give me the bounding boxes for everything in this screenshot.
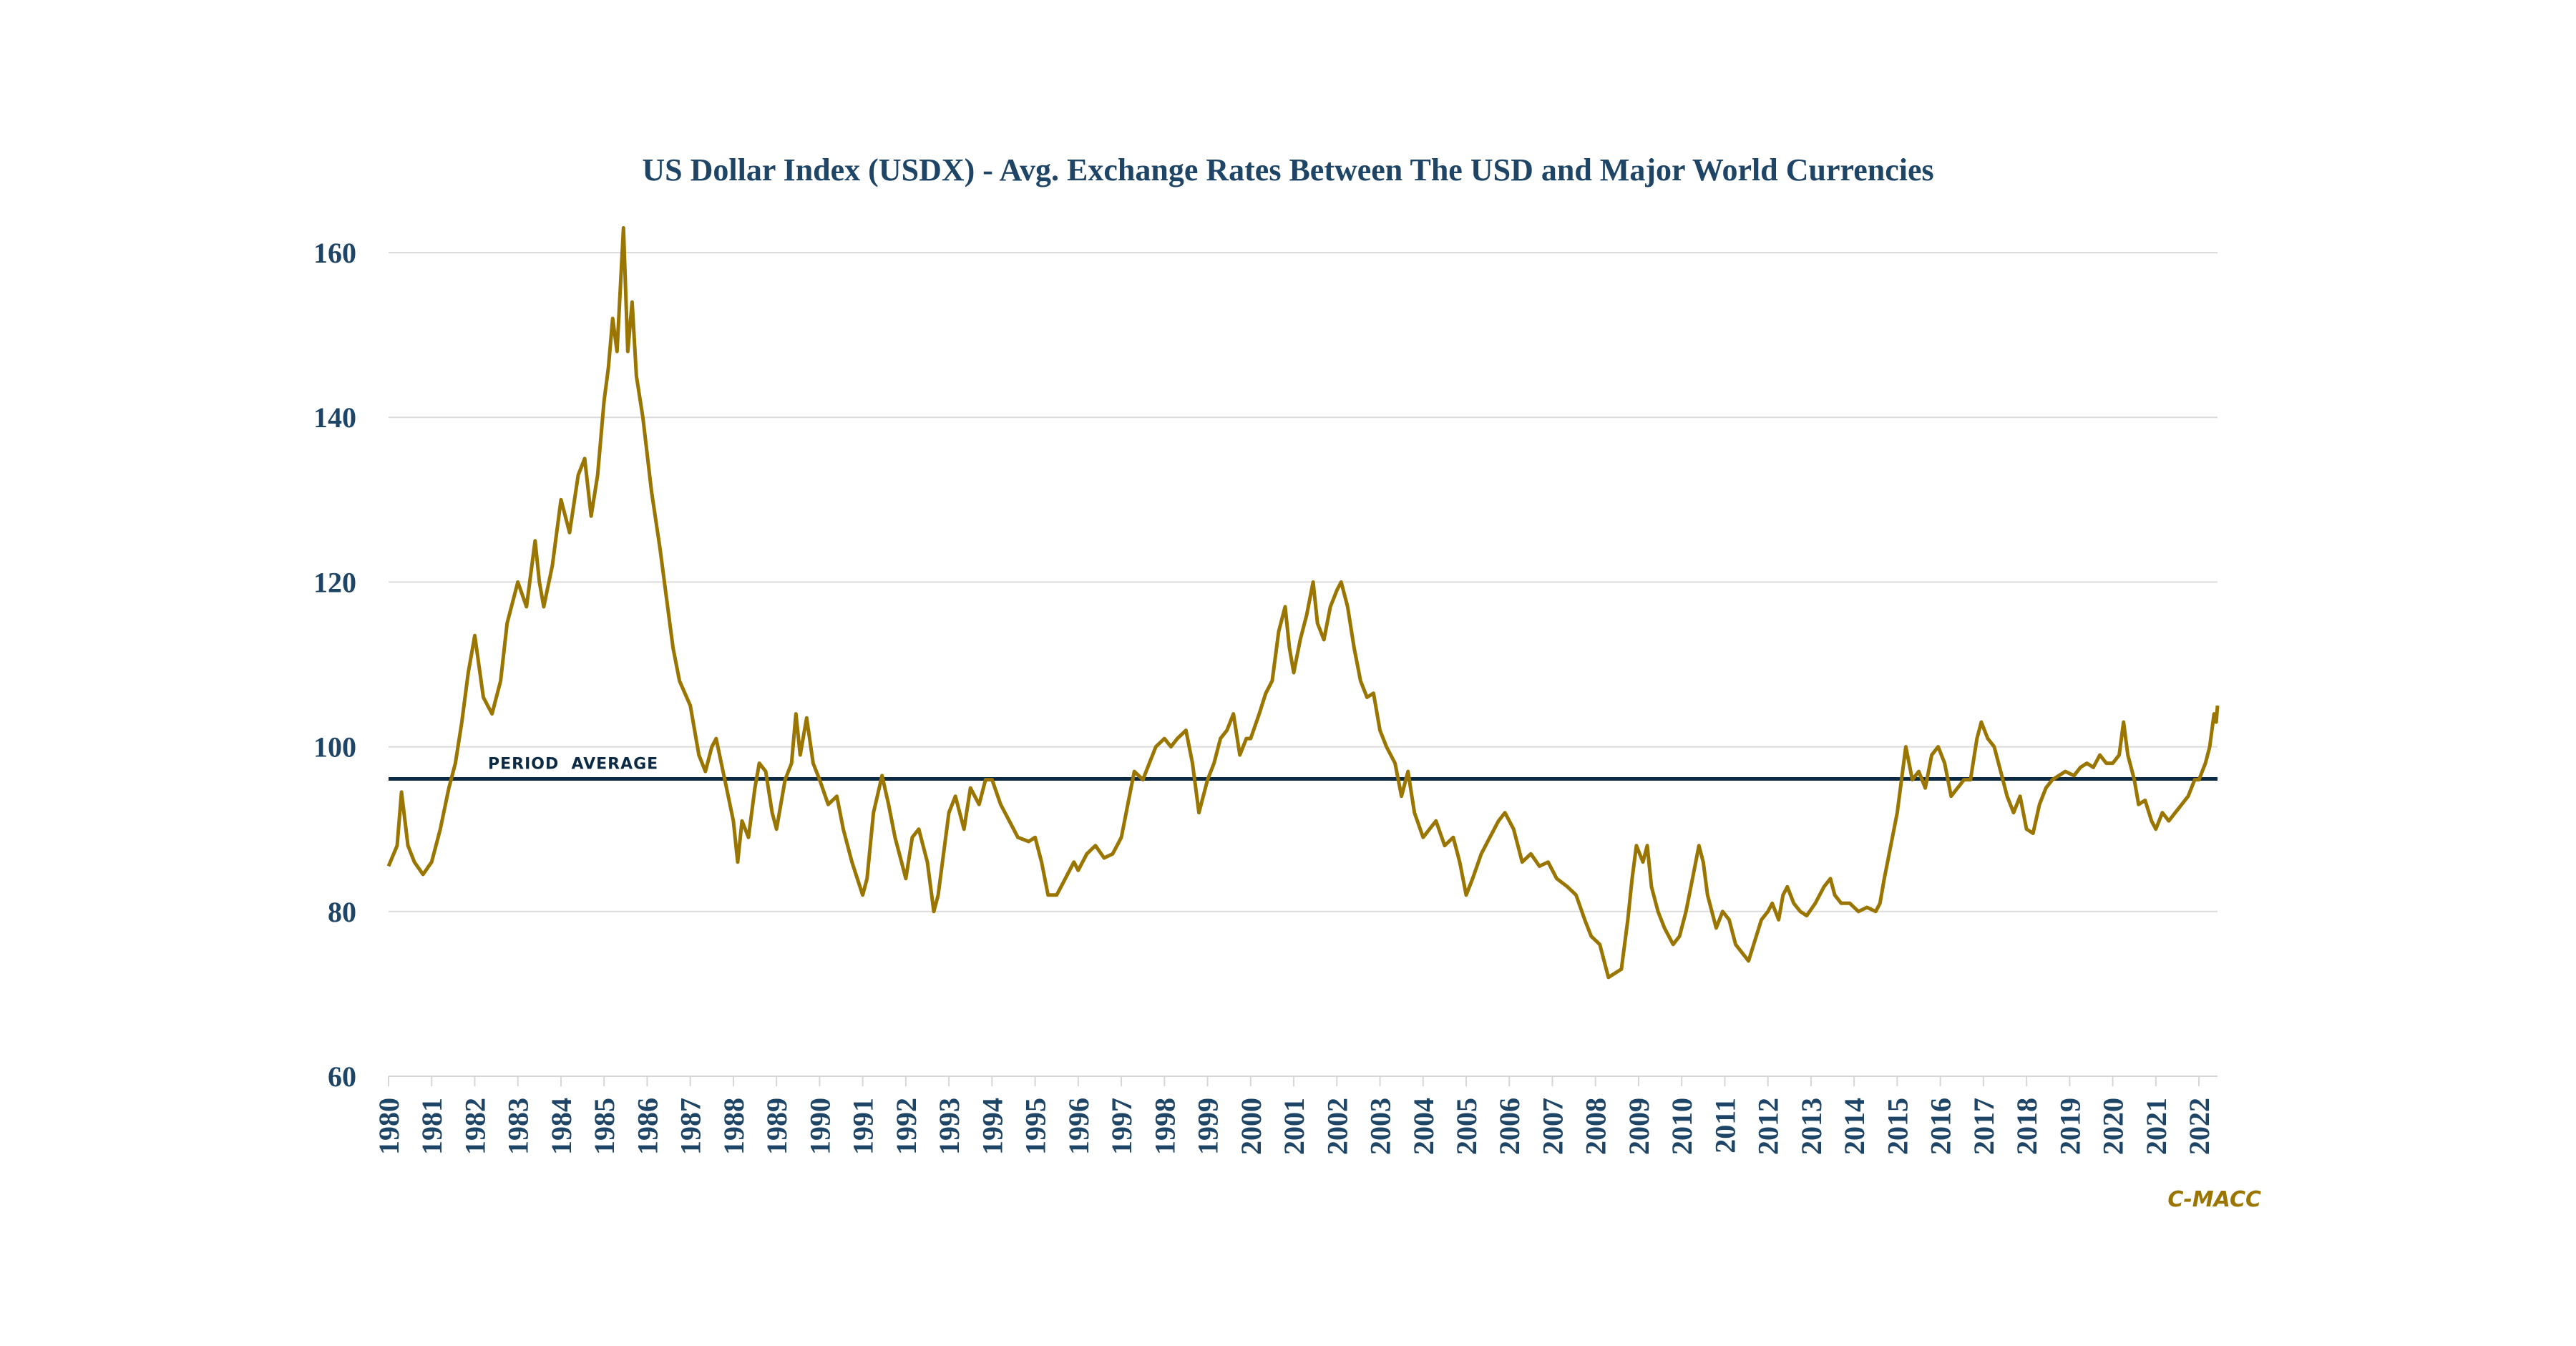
x-tick-label: 2000 xyxy=(1235,1098,1267,1155)
x-tick-label: 1984 xyxy=(545,1098,577,1155)
x-tick-label: 2012 xyxy=(1752,1098,1785,1155)
x-tick-label: 2003 xyxy=(1365,1098,1397,1155)
x-tick-label: 1982 xyxy=(459,1098,491,1155)
x-tick-label: 1994 xyxy=(976,1098,1008,1155)
x-tick-label: 2016 xyxy=(1925,1098,1957,1155)
x-tick-label: 2004 xyxy=(1407,1098,1440,1155)
x-tick-label: 2017 xyxy=(1968,1098,2000,1155)
x-tick-label: 2002 xyxy=(1321,1098,1353,1155)
y-tick-label: 120 xyxy=(313,566,356,598)
x-tick-label: 2015 xyxy=(1881,1098,1913,1155)
x-tick-label: 2008 xyxy=(1580,1098,1612,1155)
source-credit: C-MACC xyxy=(2167,1187,2261,1212)
x-tick-label: 2006 xyxy=(1493,1098,1526,1155)
x-axis-ticks: 1980 1981 1982 1983 1984 1985 1986 1987 1988 1989… xyxy=(373,1076,2215,1155)
x-tick-label: 2010 xyxy=(1666,1098,1698,1155)
x-tick-label: 1993 xyxy=(933,1098,965,1155)
x-tick-label: 2013 xyxy=(1795,1098,1828,1155)
y-tick-label: 100 xyxy=(313,731,356,764)
x-tick-label: 1983 xyxy=(502,1098,535,1155)
y-tick-label: 160 xyxy=(313,237,356,269)
x-tick-label: 1985 xyxy=(588,1098,620,1155)
x-tick-label: 2005 xyxy=(1450,1098,1483,1155)
x-tick-label: 1990 xyxy=(804,1098,836,1155)
period-average-label: PERIOD AVERAGE xyxy=(488,755,658,773)
x-tick-label: 1980 xyxy=(373,1098,405,1155)
x-tick-label: 2014 xyxy=(1838,1098,1870,1155)
x-tick-label: 1997 xyxy=(1106,1098,1138,1155)
x-tick-label: 1988 xyxy=(718,1098,750,1155)
x-tick-label: 1992 xyxy=(890,1098,922,1155)
gridlines xyxy=(389,252,2218,912)
chart-title: US Dollar Index (USDX) - Avg. Exchange R… xyxy=(642,152,1933,187)
x-tick-label: 2011 xyxy=(1709,1098,1741,1154)
x-tick-label: 2018 xyxy=(2011,1098,2043,1155)
y-tick-label: 60 xyxy=(328,1060,356,1093)
x-tick-label: 1986 xyxy=(631,1098,663,1155)
x-tick-label: 1998 xyxy=(1148,1098,1181,1155)
x-tick-label: 1987 xyxy=(675,1098,707,1155)
x-tick-label: 1999 xyxy=(1192,1098,1224,1155)
x-tick-label: 1996 xyxy=(1063,1098,1095,1155)
y-tick-label: 140 xyxy=(313,401,356,434)
x-tick-label: 1981 xyxy=(416,1098,448,1155)
x-tick-label: 2007 xyxy=(1536,1098,1568,1155)
x-tick-label: 2021 xyxy=(2140,1098,2172,1155)
x-tick-label: 1995 xyxy=(1020,1098,1052,1155)
usdx-series-line xyxy=(386,226,2220,980)
y-tick-label: 80 xyxy=(328,896,356,928)
x-tick-label: 1991 xyxy=(847,1098,879,1155)
x-tick-label: 2020 xyxy=(2097,1098,2129,1155)
x-tick-label: 2019 xyxy=(2054,1098,2086,1155)
x-tick-label: 1989 xyxy=(761,1098,793,1155)
y-axis-ticks: 60 80 100 120 140 160 xyxy=(313,237,356,1093)
x-tick-label: 2022 xyxy=(2183,1098,2215,1155)
x-tick-label: 2009 xyxy=(1623,1098,1655,1155)
x-tick-label: 2001 xyxy=(1278,1098,1310,1155)
